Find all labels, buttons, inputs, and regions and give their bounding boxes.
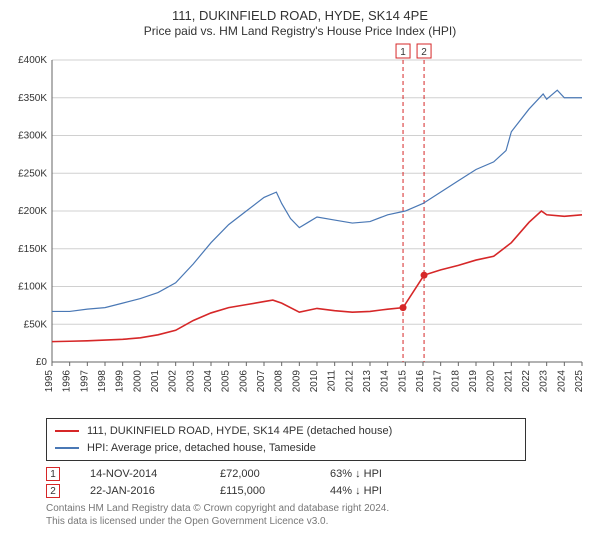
svg-text:£350K: £350K (18, 93, 47, 104)
event-date: 22-JAN-2016 (90, 485, 190, 497)
svg-text:2009: 2009 (291, 370, 302, 393)
legend: 111, DUKINFIELD ROAD, HYDE, SK14 4PE (de… (46, 418, 526, 461)
footnote: Contains HM Land Registry data © Crown c… (46, 502, 590, 528)
legend-item: 111, DUKINFIELD ROAD, HYDE, SK14 4PE (de… (55, 423, 517, 440)
svg-text:2020: 2020 (486, 370, 497, 393)
svg-text:£250K: £250K (18, 168, 47, 179)
svg-text:£200K: £200K (18, 206, 47, 217)
svg-text:2011: 2011 (327, 370, 338, 392)
svg-text:2004: 2004 (203, 370, 214, 393)
legend-swatch (55, 447, 79, 449)
svg-text:2019: 2019 (468, 370, 479, 393)
svg-text:£0: £0 (36, 357, 48, 368)
legend-swatch (55, 430, 79, 432)
svg-text:2015: 2015 (397, 370, 408, 393)
svg-text:2002: 2002 (168, 370, 179, 393)
svg-text:£150K: £150K (18, 244, 47, 255)
event-delta: 44% ↓ HPI (330, 485, 382, 497)
chart-svg: £0 £50K £100K £150K £200K £250K £300K £350K £400… (10, 42, 590, 412)
event-marker: 2 (46, 484, 60, 498)
svg-text:1998: 1998 (97, 370, 108, 393)
svg-text:1996: 1996 (62, 370, 73, 393)
events-table: 1 14-NOV-2014 £72,000 63% ↓ HPI 2 22-JAN-2016… (46, 467, 590, 498)
svg-text:2018: 2018 (450, 370, 461, 393)
svg-text:2012: 2012 (344, 370, 355, 393)
svg-text:2: 2 (421, 47, 427, 58)
svg-text:£100K: £100K (18, 282, 47, 293)
svg-text:2016: 2016 (415, 370, 426, 393)
svg-text:2017: 2017 (433, 370, 444, 393)
svg-text:1995: 1995 (44, 370, 55, 393)
legend-item: HPI: Average price, detached house, Tame… (55, 440, 517, 457)
svg-text:2025: 2025 (574, 370, 585, 393)
svg-text:2003: 2003 (185, 370, 196, 393)
event-delta: 63% ↓ HPI (330, 468, 382, 480)
svg-text:2006: 2006 (238, 370, 249, 393)
page-subtitle: Price paid vs. HM Land Registry's House … (10, 24, 590, 38)
svg-text:2008: 2008 (274, 370, 285, 393)
svg-text:2005: 2005 (221, 370, 232, 393)
price-chart: £0 £50K £100K £150K £200K £250K £300K £350K £400… (10, 42, 590, 412)
svg-text:2001: 2001 (150, 370, 161, 393)
svg-text:2007: 2007 (256, 370, 267, 393)
svg-text:2013: 2013 (362, 370, 373, 393)
legend-label: 111, DUKINFIELD ROAD, HYDE, SK14 4PE (de… (87, 423, 392, 440)
svg-text:1999: 1999 (115, 370, 126, 393)
event-row: 2 22-JAN-2016 £115,000 44% ↓ HPI (46, 484, 590, 498)
event-price: £72,000 (220, 468, 300, 480)
event-date: 14-NOV-2014 (90, 468, 190, 480)
svg-text:1: 1 (400, 47, 406, 58)
svg-text:2023: 2023 (539, 370, 550, 393)
svg-text:2022: 2022 (521, 370, 532, 393)
svg-text:2010: 2010 (309, 370, 320, 393)
svg-text:2000: 2000 (132, 370, 143, 393)
footnote-line2: This data is licensed under the Open Gov… (46, 516, 328, 527)
event-price: £115,000 (220, 485, 300, 497)
svg-text:£400K: £400K (18, 55, 47, 66)
event-row: 1 14-NOV-2014 £72,000 63% ↓ HPI (46, 467, 590, 481)
svg-text:2014: 2014 (380, 370, 391, 393)
legend-label: HPI: Average price, detached house, Tame… (87, 440, 316, 457)
event-marker: 1 (46, 467, 60, 481)
svg-text:1997: 1997 (79, 370, 90, 393)
svg-text:£300K: £300K (18, 131, 47, 142)
page-title: 111, DUKINFIELD ROAD, HYDE, SK14 4PE (10, 8, 590, 23)
svg-text:2024: 2024 (556, 370, 567, 393)
svg-text:2021: 2021 (503, 370, 514, 393)
footnote-line1: Contains HM Land Registry data © Crown c… (46, 503, 389, 514)
chart-container: { "title": "111, DUKINFIELD ROAD, HYDE, … (0, 0, 600, 560)
svg-text:£50K: £50K (24, 319, 48, 330)
